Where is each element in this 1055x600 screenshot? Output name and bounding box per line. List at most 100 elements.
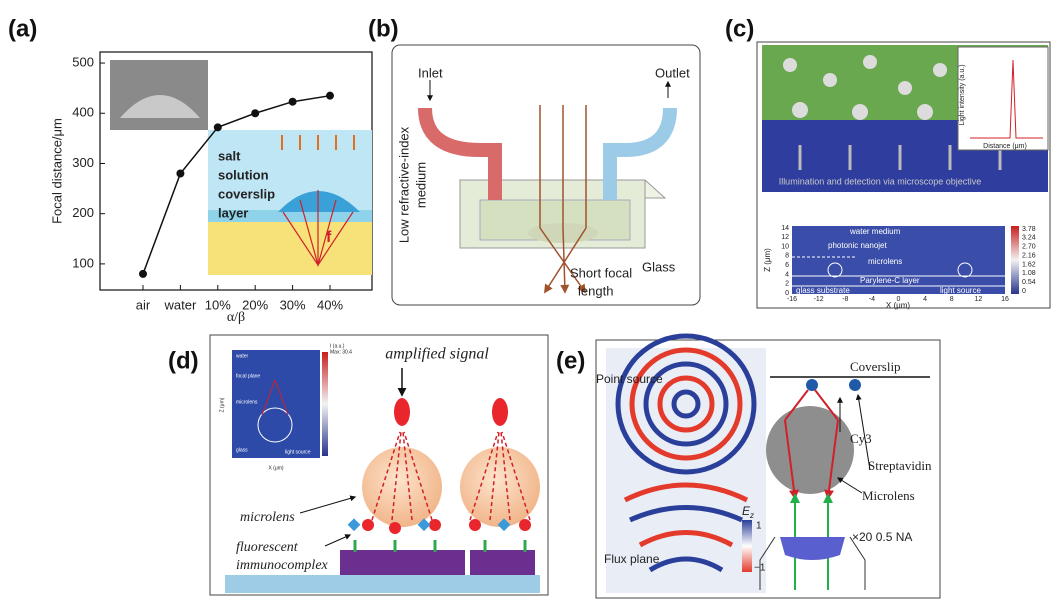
- intensity-inset: [958, 47, 1048, 150]
- label: Point source: [596, 372, 663, 386]
- data-point: [214, 123, 222, 131]
- label: X (μm): [268, 465, 283, 471]
- panel-label: (e): [556, 347, 585, 374]
- panel-b: (b) Inlet Outlet Low refractive-index me…: [368, 15, 700, 305]
- y-tick-label: 200: [72, 205, 94, 220]
- x-axis-label: α/β: [227, 310, 245, 325]
- x-tick-label: 40%: [317, 297, 343, 312]
- panel-a: (a) salt solution coverslip layer f Foca…: [8, 15, 372, 325]
- label: fluorescent: [236, 540, 299, 555]
- label: Outlet: [655, 65, 690, 80]
- colorbar-label: 2.16: [1022, 252, 1036, 259]
- inset-text: layer: [218, 205, 248, 220]
- panel-c: (c) Light intensity (a.u.) Distance (μm)…: [725, 15, 1050, 310]
- colorbar-label: 0: [1022, 288, 1026, 295]
- label: Microlens: [862, 488, 915, 503]
- label: Max: 30.4: [330, 349, 352, 355]
- label: Short focal: [570, 265, 632, 280]
- x-tick-label: 30%: [280, 297, 306, 312]
- label: Low refractive-index: [396, 126, 411, 243]
- colorbar-label: 2.70: [1022, 244, 1036, 251]
- label: Flux plane: [604, 552, 660, 566]
- label: ×20 0.5 NA: [852, 530, 912, 544]
- z-tick-label: 4: [785, 271, 789, 278]
- panel-e: (e) Point source Flux plane E z 1 −1 Cov…: [556, 336, 940, 598]
- axis-label: Distance (μm): [983, 143, 1027, 150]
- panel-label: (d): [168, 347, 199, 374]
- axis-label: Z (μm): [763, 248, 772, 272]
- label: light source: [285, 449, 311, 455]
- x-tick-label: -16: [787, 296, 797, 303]
- label: Streptavidin: [868, 458, 932, 473]
- caption: Illumination and detection via microscop…: [779, 176, 982, 186]
- label: z: [749, 511, 754, 520]
- label: immunocomplex: [236, 558, 329, 573]
- label: microlens: [240, 510, 295, 525]
- x-tick-label: 16: [1001, 296, 1009, 303]
- z-tick-label: 10: [781, 243, 789, 250]
- colorbar-label: 0.54: [1022, 279, 1036, 286]
- sem-inset: [110, 60, 208, 130]
- y-tick-label: 400: [72, 105, 94, 120]
- data-point: [139, 270, 147, 278]
- data-point: [176, 170, 184, 178]
- y-axis-label: Focal distance/μm: [49, 118, 64, 224]
- colorbar-label: 3.78: [1022, 226, 1036, 233]
- z-tick-label: 12: [781, 234, 789, 241]
- colorbar: [322, 352, 328, 456]
- microlens: [766, 406, 854, 494]
- x-tick-label: 4: [923, 296, 927, 303]
- panel-label: (a): [8, 15, 37, 42]
- panel-label: (c): [725, 15, 754, 42]
- bottom-layer: [208, 222, 372, 275]
- label: Inlet: [418, 65, 443, 80]
- label: water: [236, 353, 249, 359]
- dye: [806, 379, 818, 391]
- x-tick-label: 8: [950, 296, 954, 303]
- label: amplified signal: [385, 346, 489, 363]
- label: photonic nanojet: [828, 241, 887, 250]
- data-point: [326, 92, 334, 100]
- y-tick-label: 100: [72, 255, 94, 270]
- dye: [849, 379, 861, 391]
- x-tick-label: 0: [897, 296, 901, 303]
- label: length: [578, 283, 613, 298]
- panel-label: (b): [368, 15, 399, 42]
- label: 1: [756, 521, 762, 532]
- inset-text: f: [326, 229, 332, 246]
- data-point: [251, 109, 259, 117]
- label: Z (μm): [219, 397, 225, 412]
- label: Parylene-C layer: [860, 276, 920, 285]
- label: glass substrate: [796, 286, 850, 295]
- y-tick-label: 300: [72, 155, 94, 170]
- z-tick-label: 2: [785, 281, 789, 288]
- inset-text: salt: [218, 148, 241, 163]
- label: light source: [940, 286, 981, 295]
- x-tick-label: air: [136, 297, 151, 312]
- label: water medium: [849, 227, 901, 236]
- z-tick-label: 14: [781, 225, 789, 232]
- figure: (a) salt solution coverslip layer f Foca…: [0, 0, 1055, 600]
- x-tick-label: -4: [869, 296, 875, 303]
- inset-text: solution: [218, 167, 269, 182]
- label: microlens: [236, 399, 258, 405]
- inset-text: coverslip: [218, 186, 275, 201]
- x-tick-label: -12: [814, 296, 824, 303]
- data-point: [289, 98, 297, 106]
- label: microlens: [868, 257, 902, 266]
- label: Coverslip: [850, 359, 901, 374]
- x-tick-label: -8: [842, 296, 848, 303]
- x-tick-label: 20%: [242, 297, 268, 312]
- axis-label: Light intensity (a.u.): [959, 64, 966, 125]
- x-tick-label: water: [164, 297, 197, 312]
- label: Cy3: [850, 431, 872, 446]
- colorbar: [1011, 226, 1019, 294]
- label: focal plane: [236, 373, 260, 379]
- colorbar: [742, 520, 752, 572]
- y-tick-label: 500: [72, 54, 94, 69]
- label: Glass: [642, 259, 676, 274]
- z-tick-label: 6: [785, 262, 789, 269]
- colorbar-label: 1.08: [1022, 270, 1036, 277]
- label: medium: [413, 162, 428, 208]
- colorbar-label: 3.24: [1022, 235, 1036, 242]
